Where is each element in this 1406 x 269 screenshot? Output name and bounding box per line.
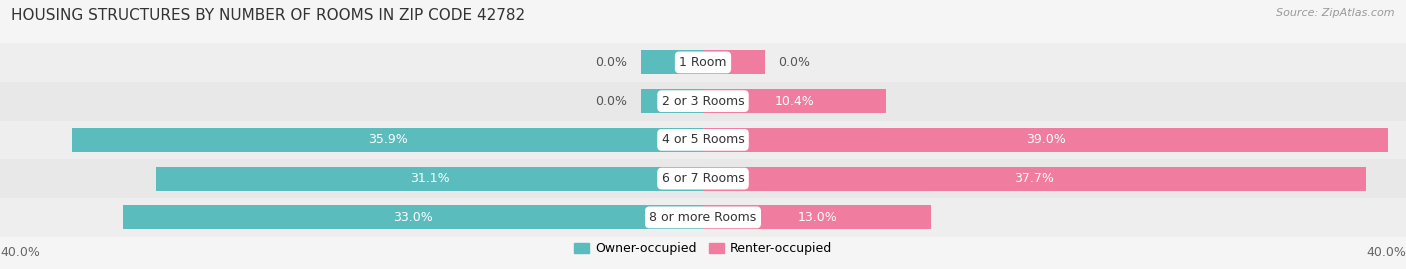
Text: 10.4%: 10.4%	[775, 95, 814, 108]
Bar	[641, 50, 703, 75]
Text: 4 or 5 Rooms: 4 or 5 Rooms	[662, 133, 744, 146]
Bar	[703, 50, 765, 75]
Text: 37.7%: 37.7%	[1014, 172, 1054, 185]
Bar	[0, 121, 1406, 159]
Text: 2 or 3 Rooms: 2 or 3 Rooms	[662, 95, 744, 108]
Text: 1 Room: 1 Room	[679, 56, 727, 69]
Text: Source: ZipAtlas.com: Source: ZipAtlas.com	[1277, 8, 1395, 18]
Text: 6 or 7 Rooms: 6 or 7 Rooms	[662, 172, 744, 185]
Text: 0.0%: 0.0%	[595, 56, 627, 69]
Text: 13.0%: 13.0%	[797, 211, 837, 224]
Bar	[703, 89, 886, 113]
Text: 39.0%: 39.0%	[1026, 133, 1066, 146]
Text: 40.0%: 40.0%	[0, 246, 39, 259]
Text: 40.0%: 40.0%	[1367, 246, 1406, 259]
Text: HOUSING STRUCTURES BY NUMBER OF ROOMS IN ZIP CODE 42782: HOUSING STRUCTURES BY NUMBER OF ROOMS IN…	[11, 8, 526, 23]
Bar	[0, 43, 1406, 82]
Bar	[703, 205, 932, 229]
Bar	[156, 167, 703, 191]
Bar	[703, 167, 1365, 191]
Bar	[72, 128, 703, 152]
Legend: Owner-occupied, Renter-occupied: Owner-occupied, Renter-occupied	[568, 237, 838, 260]
Bar	[0, 198, 1406, 237]
Text: 33.0%: 33.0%	[394, 211, 433, 224]
Text: 0.0%: 0.0%	[595, 95, 627, 108]
Text: 8 or more Rooms: 8 or more Rooms	[650, 211, 756, 224]
Text: 31.1%: 31.1%	[411, 172, 450, 185]
Bar	[641, 89, 703, 113]
Bar	[703, 128, 1389, 152]
Bar	[0, 159, 1406, 198]
Bar	[124, 205, 703, 229]
Bar	[0, 82, 1406, 121]
Text: 35.9%: 35.9%	[367, 133, 408, 146]
Text: 0.0%: 0.0%	[779, 56, 811, 69]
